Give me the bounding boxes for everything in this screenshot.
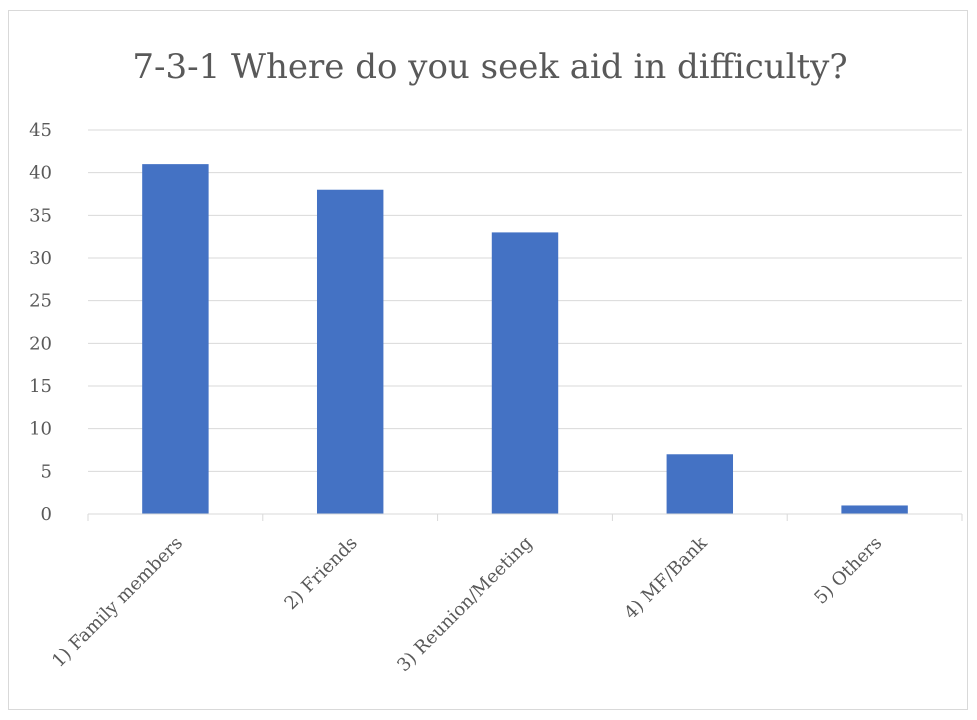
bars bbox=[142, 164, 908, 514]
bar bbox=[666, 454, 734, 514]
bar bbox=[841, 505, 908, 514]
y-tick-label: 10 bbox=[29, 419, 52, 440]
y-tick-label: 30 bbox=[29, 248, 52, 269]
x-tick-label: 1) Family members bbox=[48, 533, 187, 672]
y-axis-ticks: 0 5 10 15 20 25 30 35 40 45 bbox=[29, 120, 52, 525]
y-tick-label: 5 bbox=[41, 461, 52, 482]
x-tick-label: 2) Friends bbox=[280, 533, 361, 614]
chart-title: 7-3-1 Where do you seek aid in difficult… bbox=[132, 47, 847, 87]
y-tick-label: 35 bbox=[29, 205, 52, 226]
x-tick-label: 3) Reunion/Meeting bbox=[393, 533, 536, 676]
bar bbox=[491, 232, 559, 514]
y-tick-label: 40 bbox=[29, 163, 52, 184]
bar bbox=[142, 164, 209, 514]
y-tick-label: 20 bbox=[29, 333, 52, 354]
x-axis bbox=[87, 513, 963, 521]
y-tick-label: 0 bbox=[41, 504, 52, 525]
y-tick-label: 25 bbox=[29, 291, 52, 312]
bar bbox=[316, 189, 384, 514]
y-tick-label: 45 bbox=[29, 120, 52, 141]
x-axis-ticks: 1) Family members 2) Friends 3) Reunion/Me… bbox=[48, 532, 886, 676]
x-tick-label: 5) Others bbox=[810, 533, 886, 609]
x-tick-label: 4) MF/Bank bbox=[620, 532, 712, 624]
y-tick-label: 15 bbox=[29, 376, 52, 397]
